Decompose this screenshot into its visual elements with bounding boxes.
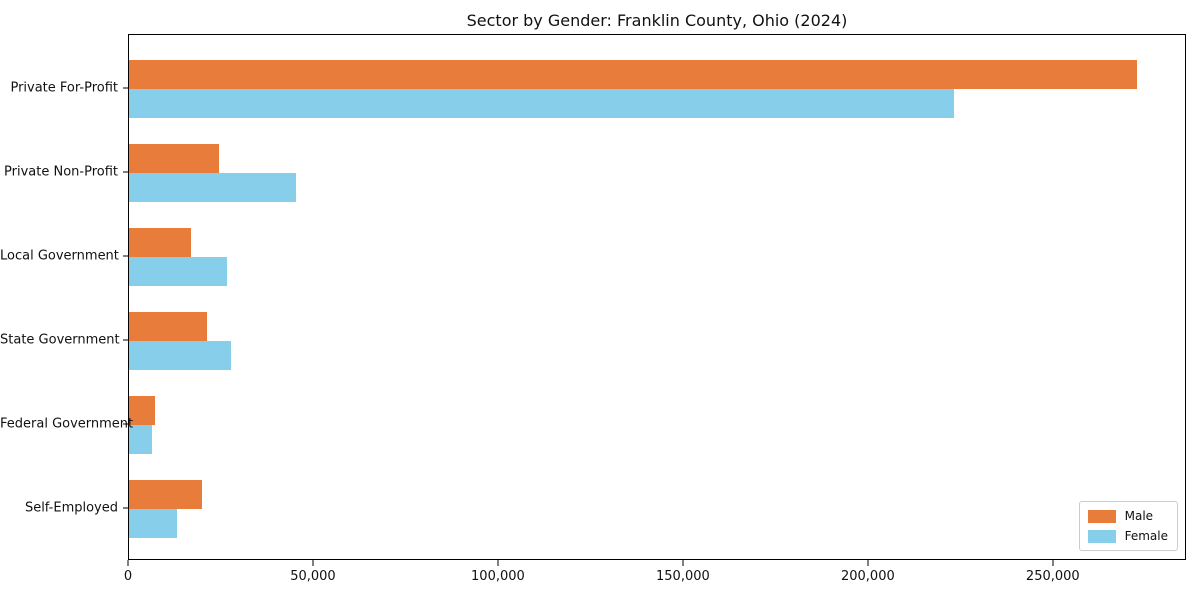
x-tick-label-250000: 250,000 (1025, 569, 1080, 584)
x-tick-mark (312, 560, 314, 566)
y-tick-label-private-non-profit: Private Non-Profit (4, 164, 118, 179)
bar-female-private-for-profit (129, 88, 955, 118)
legend-swatch-female (1087, 529, 1116, 543)
y-tick-label-local-government: Local Government (0, 248, 119, 263)
bar-male-federal-government (129, 395, 155, 425)
x-tick-label-200000: 200,000 (840, 569, 895, 584)
bar-male-private-non-profit (129, 143, 220, 173)
x-tick-mark (497, 560, 499, 566)
chart-title: Sector by Gender: Franklin County, Ohio … (466, 11, 848, 30)
y-tick-mark (123, 507, 128, 508)
y-tick-mark (123, 423, 128, 424)
legend: Male Female (1078, 501, 1178, 551)
y-tick-mark (123, 255, 128, 256)
bar-male-private-for-profit (129, 59, 1138, 89)
bar-male-state-government (129, 311, 208, 341)
legend-swatch-male (1087, 509, 1116, 523)
plot-area: Male Female (128, 34, 1186, 560)
bar-female-state-government (129, 340, 232, 370)
y-tick-mark (123, 339, 128, 340)
bar-female-private-non-profit (129, 172, 297, 202)
y-tick-label-self-employed: Self-Employed (24, 500, 118, 515)
bar-female-local-government (129, 256, 227, 286)
legend-item-female: Female (1087, 529, 1168, 543)
x-tick-mark (127, 560, 129, 566)
x-tick-mark (682, 560, 684, 566)
bar-male-self-employed (129, 479, 203, 509)
x-tick-label-150000: 150,000 (656, 569, 710, 584)
bar-male-local-government (129, 227, 192, 257)
x-tick-label-100000: 100,000 (471, 569, 525, 584)
bar-female-self-employed (129, 508, 178, 538)
y-tick-mark (123, 171, 128, 172)
legend-item-male: Male (1087, 509, 1168, 523)
y-tick-label-state-government: State Government (0, 332, 120, 347)
x-tick-label-0: 0 (123, 569, 133, 584)
x-tick-label-50000: 50,000 (290, 569, 336, 584)
x-tick-mark (1052, 560, 1054, 566)
y-tick-mark (123, 87, 128, 88)
legend-label-male: Male (1124, 509, 1154, 523)
x-tick-mark (867, 560, 869, 566)
legend-label-female: Female (1124, 529, 1168, 543)
y-tick-label-private-for-profit: Private For-Profit (10, 80, 118, 95)
y-tick-label-federal-government: Federal Government (0, 416, 134, 431)
bar-female-federal-government (129, 424, 153, 454)
